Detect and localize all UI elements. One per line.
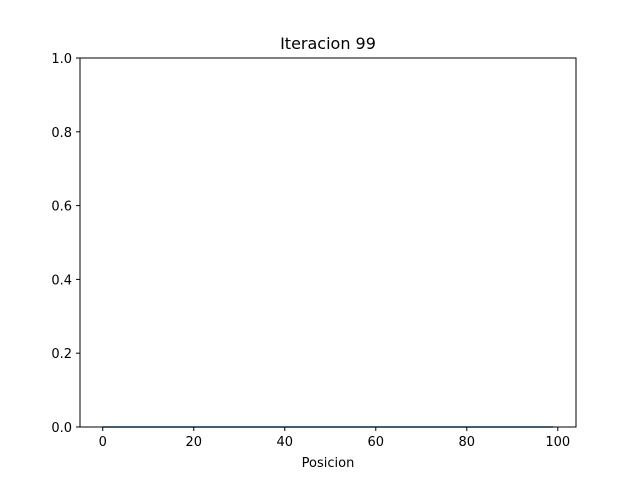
y-tick-label: 0.2	[51, 347, 72, 362]
y-tick-label: 0.8	[51, 126, 72, 141]
x-tick-label: 60	[368, 435, 385, 450]
x-tick-label: 100	[545, 435, 570, 450]
x-tick-label: 80	[459, 435, 476, 450]
chart-title: Iteracion 99	[280, 34, 376, 53]
x-axis-label: Posicion	[302, 456, 355, 471]
x-tick-label: 0	[99, 435, 107, 450]
y-tick-label: 1.0	[51, 52, 72, 67]
plot-frame	[79, 57, 577, 428]
y-tick-label: 0.0	[51, 421, 72, 436]
y-tick-label: 0.6	[51, 200, 72, 215]
plot-area	[79, 57, 577, 428]
y-axis-ticks: 0.0 0.2 0.4 0.6 0.8 1.0	[51, 52, 80, 436]
y-tick-label: 0.4	[51, 273, 72, 288]
x-axis-ticks: 0 20 40 60 80 100	[99, 427, 570, 450]
x-tick-label: 20	[185, 435, 202, 450]
x-tick-label: 40	[276, 435, 293, 450]
